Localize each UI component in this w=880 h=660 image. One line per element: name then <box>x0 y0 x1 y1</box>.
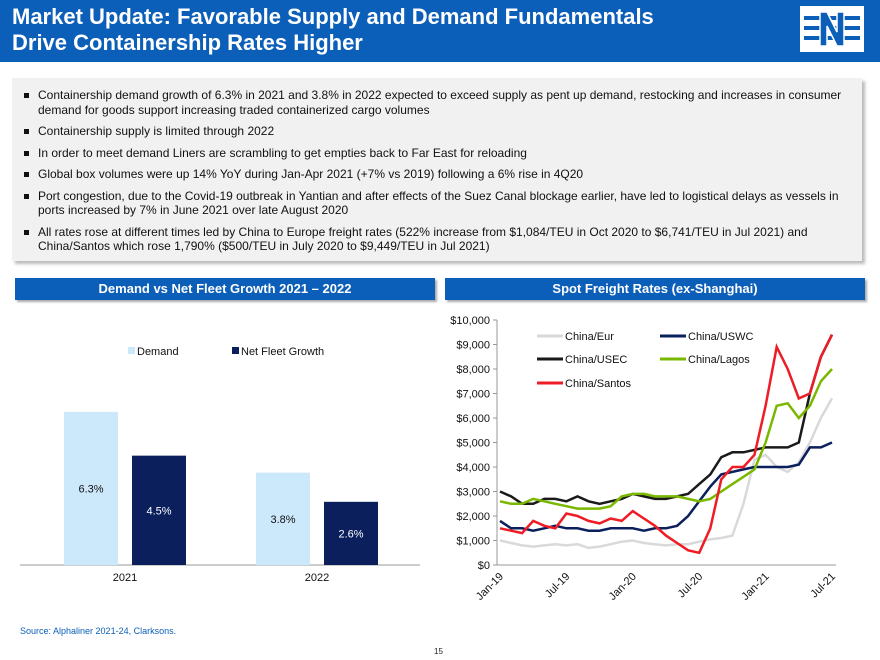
y-tick-label: $6,000 <box>456 413 490 425</box>
x-tick-label: Jan-21 <box>739 571 771 603</box>
data-label: 2.6% <box>338 528 363 540</box>
series-line <box>499 334 834 555</box>
series-line <box>499 441 833 532</box>
data-label: 3.8% <box>270 514 295 526</box>
legend-label: China/Eur <box>565 331 614 343</box>
y-tick-label: $3,000 <box>456 487 490 499</box>
section-header: Spot Freight Rates (ex-Shanghai) <box>445 278 865 300</box>
y-tick-label: $10,000 <box>450 315 490 327</box>
section-header: Demand vs Net Fleet Growth 2021 – 2022 <box>15 278 435 300</box>
legend-label: China/Santos <box>565 378 632 390</box>
y-tick-label: $0 <box>478 560 490 572</box>
bar <box>324 501 378 565</box>
x-tick-label: 2022 <box>305 572 329 584</box>
bullet: Containership demand growth of 6.3% in 2… <box>24 88 852 117</box>
title-line: Drive Containership Rates Higher <box>12 30 363 55</box>
x-tick-label: Jan-20 <box>607 571 639 603</box>
x-tick-label: Jul-20 <box>676 571 706 601</box>
bullet-box: Containership demand growth of 6.3% in 2… <box>12 78 862 261</box>
page-number: 15 <box>434 647 443 656</box>
header: Market Update: Favorable Supply and Dema… <box>0 0 880 62</box>
y-tick-label: $4,000 <box>456 462 490 474</box>
x-tick-label: Jul-21 <box>808 571 838 601</box>
x-tick-label: Jan-19 <box>474 571 506 603</box>
y-tick-label: $2,000 <box>456 511 490 523</box>
legend-label: Net Fleet Growth <box>241 346 324 358</box>
title-line: Market Update: Favorable Supply and Dema… <box>12 4 654 29</box>
data-label: 4.5% <box>146 505 171 517</box>
legend-label: China/Lagos <box>688 354 750 366</box>
bullet: Global box volumes were up 14% YoY durin… <box>24 167 852 182</box>
legend-label: China/USEC <box>565 354 627 366</box>
title: Market Update: Favorable Supply and Dema… <box>12 4 654 56</box>
legend-swatch <box>128 347 135 354</box>
y-tick-label: $8,000 <box>456 364 490 376</box>
legend-label: China/USWC <box>688 331 753 343</box>
bullet-list: Containership demand growth of 6.3% in 2… <box>12 78 862 254</box>
y-tick-label: $7,000 <box>456 389 490 401</box>
series-line <box>499 397 834 550</box>
bullet: All rates rose at different times led by… <box>24 225 852 254</box>
data-label: 6.3% <box>78 483 103 495</box>
y-tick-label: $5,000 <box>456 438 490 450</box>
series-line <box>499 368 833 510</box>
x-tick-label: 2021 <box>113 572 137 584</box>
y-tick-label: $1,000 <box>456 536 490 548</box>
logo <box>800 6 864 52</box>
y-tick-label: $9,000 <box>456 340 490 352</box>
bar <box>132 455 186 565</box>
bullet: Containership supply is limited through … <box>24 124 852 139</box>
bar <box>256 472 310 565</box>
series-line <box>499 334 834 506</box>
bullet: Port congestion, due to the Covid-19 out… <box>24 189 852 218</box>
source: Source: Alphaliner 2021-24, Clarksons. <box>20 626 177 636</box>
bar <box>64 411 118 565</box>
x-tick-label: Jul-19 <box>543 571 573 601</box>
bullet: In order to meet demand Liners are scram… <box>24 146 852 161</box>
legend-label: Demand <box>137 346 179 358</box>
legend-swatch <box>232 347 239 354</box>
